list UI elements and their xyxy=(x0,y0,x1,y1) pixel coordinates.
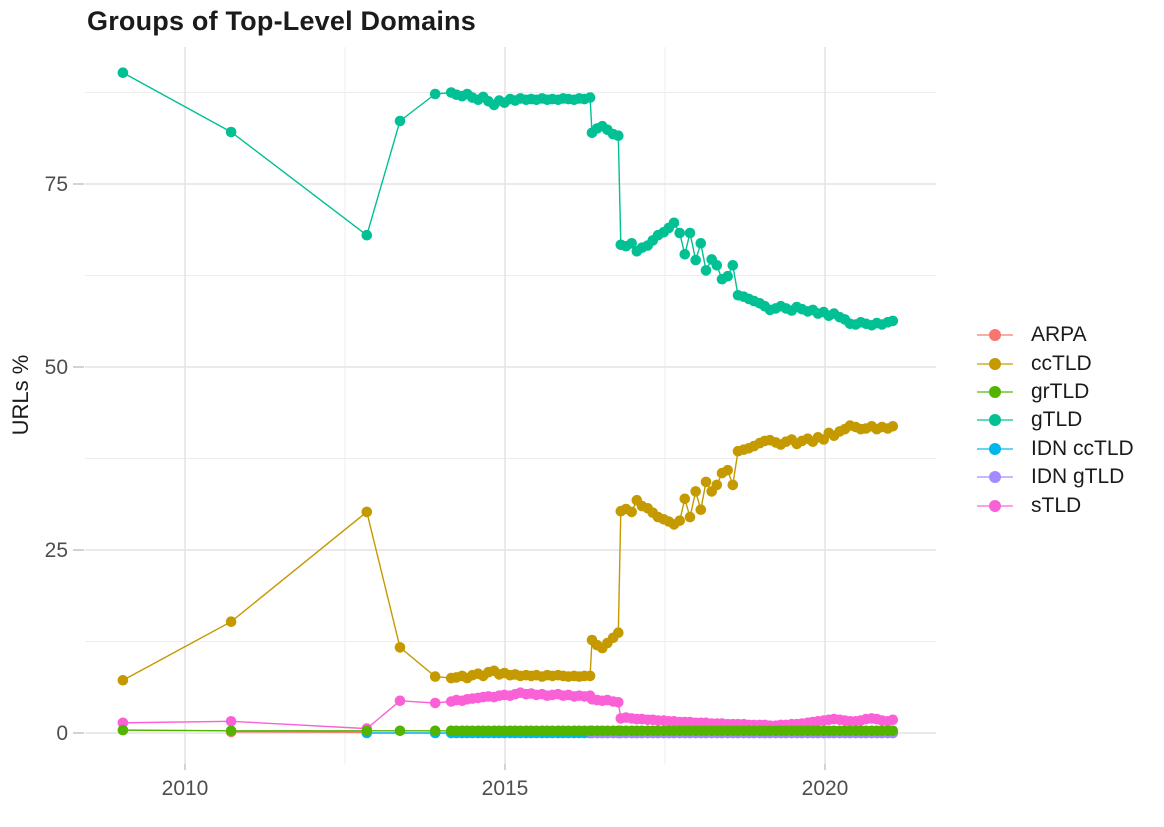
legend-key-icon xyxy=(977,414,1013,427)
x-tick-label: 2010 xyxy=(162,777,209,800)
series-points-grtld xyxy=(117,724,899,737)
chart-title: Groups of Top-Level Domains xyxy=(87,6,476,36)
series-line-gtld xyxy=(122,72,893,327)
legend-key-icon xyxy=(977,357,1013,370)
legend-key-icon xyxy=(977,442,1013,455)
x-tick-label: 2015 xyxy=(482,777,529,800)
legend-key-icon xyxy=(977,499,1013,512)
legend-item-idn-cctld: IDN ccTLD xyxy=(976,435,1134,463)
legend-item-stld: sTLD xyxy=(976,491,1134,519)
y-tick-label: 25 xyxy=(45,539,68,562)
legend: ARPA ccTLD grTLD gTLD IDN ccTLD IDN gTLD sTLD xyxy=(976,321,1134,520)
legend-key-icon xyxy=(977,385,1013,398)
legend-item-grtld: grTLD xyxy=(976,378,1134,406)
legend-item-label: IDN ccTLD xyxy=(1031,436,1134,460)
legend-item-arpa: ARPA xyxy=(976,321,1134,349)
legend-item-label: gTLD xyxy=(1031,408,1083,432)
y-tick-label: 75 xyxy=(45,173,68,196)
legend-item-label: grTLD xyxy=(1031,379,1090,403)
legend-item-label: ARPA xyxy=(1031,323,1087,347)
series-line-cctld xyxy=(122,424,894,681)
y-tick-label: 50 xyxy=(45,356,68,379)
legend-item-cctld: ccTLD xyxy=(976,349,1134,377)
legend-key-icon xyxy=(977,329,1013,342)
series-points-gtld xyxy=(117,67,899,331)
legend-item-label: IDN gTLD xyxy=(1031,465,1125,489)
legend-item-label: ccTLD xyxy=(1031,351,1092,375)
legend-key-icon xyxy=(977,471,1013,484)
legend-item-gtld: gTLD xyxy=(976,406,1134,434)
legend-item-idn-gtld: IDN gTLD xyxy=(976,463,1134,491)
series-points-cctld xyxy=(117,420,899,686)
y-tick-label: 0 xyxy=(56,722,68,745)
legend-item-label: sTLD xyxy=(1031,493,1082,517)
x-tick-label: 2020 xyxy=(802,777,849,800)
